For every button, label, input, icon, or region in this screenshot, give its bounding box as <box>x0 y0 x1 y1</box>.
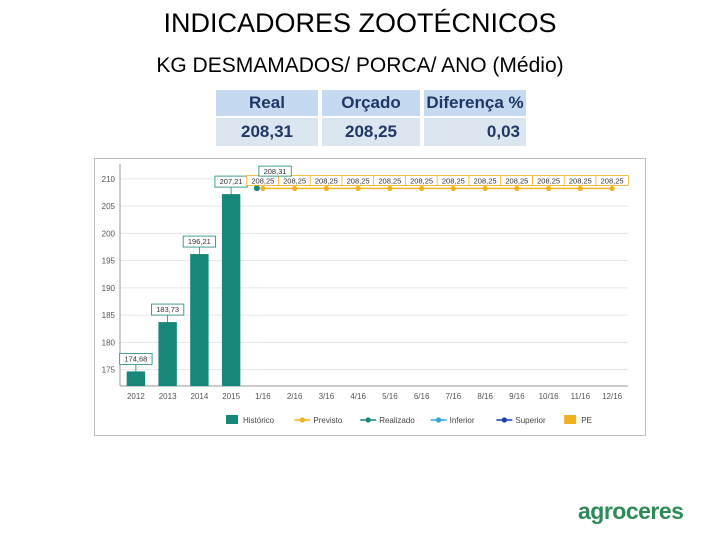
point-previsto <box>419 185 425 192</box>
point-previsto <box>292 185 298 192</box>
data-label: 208,25 <box>410 176 433 185</box>
legend-label: Histórico <box>243 416 275 425</box>
x-tick-label: 3/16 <box>319 392 335 401</box>
summary-table: Real Orçado Diferença % 208,31 208,25 0,… <box>216 90 526 146</box>
y-tick-label: 175 <box>102 366 116 375</box>
data-label: 183,73 <box>156 305 179 314</box>
data-label-box <box>595 175 629 186</box>
x-tick-label: 10/16 <box>539 392 560 401</box>
legend-swatch <box>564 415 577 424</box>
legend-label: Inferior <box>450 416 475 425</box>
x-tick-label: 2012 <box>127 392 145 401</box>
point-previsto <box>260 185 266 192</box>
data-label: 174,68 <box>124 354 147 363</box>
agroceres-logo: agroceres <box>578 498 684 524</box>
x-tick-label: 7/16 <box>446 392 462 401</box>
point-previsto <box>609 185 615 192</box>
legend-label: Superior <box>515 416 546 425</box>
legend-swatch-marker <box>436 417 442 423</box>
x-tick-label: 12/16 <box>602 392 623 401</box>
point-previsto <box>577 185 583 192</box>
x-tick-label: 1/16 <box>255 392 271 401</box>
x-tick-label: 5/16 <box>382 392 398 401</box>
point-previsto <box>323 185 329 192</box>
point-previsto <box>482 185 488 192</box>
chart-frame <box>94 158 646 436</box>
data-label: 208,25 <box>347 176 370 185</box>
data-label: 208,25 <box>315 176 338 185</box>
bar-historico <box>126 371 146 386</box>
point-previsto <box>355 185 361 192</box>
data-label: 208,25 <box>537 176 560 185</box>
page-subtitle: KG DESMAMADOS/ PORCA/ ANO (Médio) <box>156 54 564 77</box>
data-label-box <box>182 235 216 248</box>
legend-swatch-marker <box>299 417 305 423</box>
x-tick-label: 4/16 <box>350 392 366 401</box>
data-label: 196,21 <box>188 237 211 246</box>
y-tick-label: 190 <box>102 284 116 293</box>
y-tick-label: 210 <box>102 175 116 184</box>
y-tick-label: 205 <box>102 202 116 211</box>
x-tick-label: 9/16 <box>509 392 525 401</box>
bar-historico <box>158 322 177 386</box>
x-tick-label: 11/16 <box>571 392 591 401</box>
page-title: INDICADORES ZOOTÉCNICOS <box>163 8 557 38</box>
legend-swatch-marker <box>365 417 371 423</box>
x-tick-label: 2013 <box>159 392 177 401</box>
legend-label: Previsto <box>313 416 342 425</box>
x-tick-label: 8/16 <box>477 392 493 401</box>
point-realizado <box>253 185 260 192</box>
chart: 175 180 185 190 195 200 205 210 2012 2013 2014 2015… <box>94 158 646 436</box>
summary-value-row: 208,31 208,25 0,03 <box>216 116 526 146</box>
point-previsto <box>546 185 552 192</box>
x-tick-label: 2015 <box>222 392 240 401</box>
data-label-box <box>151 303 185 316</box>
data-label: 208,25 <box>474 176 497 185</box>
data-label: 208,25 <box>569 176 592 185</box>
data-label: 208,31 <box>264 167 287 176</box>
x-tick-label: 2/16 <box>287 392 303 401</box>
data-label: 208,25 <box>283 176 306 185</box>
data-label-box <box>119 352 153 365</box>
data-label: 207,21 <box>220 177 243 186</box>
y-tick-label: 185 <box>102 311 116 320</box>
data-label: 208,25 <box>601 176 624 185</box>
point-previsto <box>450 185 456 192</box>
summary-header-row: Real Orçado Diferença % <box>216 90 526 117</box>
summary-header-real: Real <box>216 90 320 117</box>
data-label: 208,25 <box>442 176 465 185</box>
point-previsto <box>514 185 520 192</box>
x-tick-label: 6/16 <box>414 392 430 401</box>
y-tick-label: 195 <box>102 257 116 266</box>
legend-swatch-marker <box>501 417 507 423</box>
legend-label: PE <box>581 416 592 425</box>
x-tick-label: 2014 <box>190 392 208 401</box>
legend-swatch <box>226 415 238 424</box>
bar-historico <box>221 194 241 386</box>
summary-header-diferenca: Diferença % <box>420 90 526 117</box>
bar-historico <box>190 254 209 386</box>
y-tick-label: 180 <box>102 338 116 347</box>
summary-header-orcado: Orçado <box>318 90 422 117</box>
point-previsto <box>387 185 393 192</box>
summary-value-diferenca: 0,03 <box>420 116 526 146</box>
y-tick-label: 200 <box>102 229 116 238</box>
legend-label: Realizado <box>379 416 415 425</box>
data-label: 208,25 <box>505 176 528 185</box>
summary-value-orcado: 208,25 <box>318 116 422 146</box>
data-label: 208,25 <box>251 176 274 185</box>
data-label-box <box>258 165 292 177</box>
data-label: 208,25 <box>378 176 401 185</box>
summary-value-real: 208,31 <box>216 116 320 146</box>
